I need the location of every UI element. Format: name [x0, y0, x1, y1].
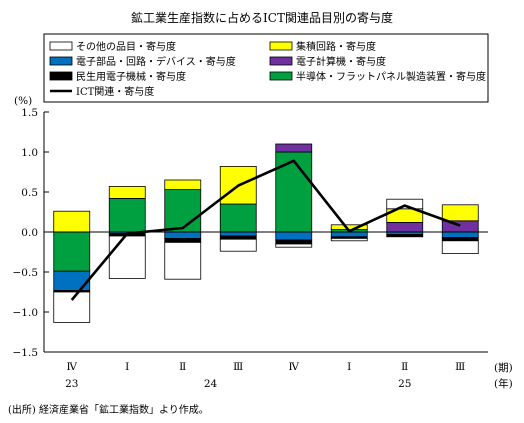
- legend-entry: 集積回路・寄与度: [296, 40, 376, 53]
- bar-segment-s5-c6: [386, 198, 424, 210]
- bar-segment-s4-c7: [441, 237, 479, 242]
- bar-segment-s3-c0: [53, 270, 91, 291]
- x-year-label: 25: [398, 378, 411, 390]
- ict-line: [70, 159, 461, 301]
- bar-segment-s2-c7: [441, 204, 479, 222]
- x-axis: Ⅳ Ⅰ Ⅱ Ⅲ Ⅳ Ⅰ Ⅱ Ⅲ 23 24 25: [44, 351, 488, 390]
- y-tick-label: −1.0: [13, 307, 39, 319]
- legend-swatch: [269, 71, 293, 81]
- bar-segment-s1-c6: [386, 221, 424, 233]
- x-tick-label: Ⅲ: [455, 361, 465, 373]
- bar-segment-s3-c5: [330, 231, 368, 238]
- y-tick-label: 0.0: [21, 227, 38, 239]
- bar-segment-s1-c4: [275, 143, 313, 153]
- bar-segment-s0-c4: [275, 151, 313, 233]
- y-axis: −1.5 −1.0 −0.5 0.0 0.5 1.0 1.5: [13, 107, 49, 359]
- bar-segment-s1-c7: [441, 220, 479, 233]
- bar-segment-s5-c2: [164, 241, 202, 280]
- legend-entry: 民生用電子機械・寄与度: [76, 70, 186, 83]
- plot-area: [44, 143, 488, 323]
- bar-segment-s2-c0: [53, 210, 91, 233]
- bar-segment-s0-c0: [53, 231, 91, 272]
- x-year-label: 23: [65, 378, 78, 390]
- bar-segment-s3-c7: [441, 231, 479, 238]
- y-tick-label: −1.5: [13, 347, 39, 359]
- bar-segment-s4-c6: [386, 233, 424, 238]
- bar-segment-s5-c7: [441, 240, 479, 255]
- x-axis-year-label: (年): [494, 377, 513, 390]
- legend-swatch: [269, 56, 293, 66]
- x-tick-label: Ⅳ: [67, 361, 78, 373]
- y-tick-label: −0.5: [13, 267, 39, 279]
- legend-entry: その他の品目・寄与度: [76, 40, 176, 53]
- y-tick-label: 1.5: [21, 107, 38, 119]
- bar-segment-s2-c1: [108, 185, 146, 199]
- bar-segment-s4-c3: [219, 235, 257, 240]
- legend-entry: ICT関連・寄与度: [76, 85, 154, 98]
- y-tick-label: 1.0: [21, 147, 38, 159]
- legend-frame: [43, 33, 489, 103]
- bar-segment-s4-c2: [164, 237, 202, 243]
- bar-segment-s5-c5: [330, 237, 368, 242]
- legend-entry: 電子部品・回路・デバイス・寄与度: [76, 55, 236, 68]
- legend-swatch: [49, 56, 73, 66]
- x-axis-period-label: (期): [494, 362, 513, 374]
- y-tick-label: 0.5: [21, 187, 38, 199]
- bar-segment-s3-c4: [275, 231, 313, 241]
- legend-swatch: [49, 71, 73, 81]
- bar-segment-s4-c4: [275, 239, 313, 245]
- bar-segment-s3-c2: [164, 231, 202, 239]
- x-tick-label: Ⅰ: [347, 361, 351, 373]
- bar-segment-s0-c3: [219, 203, 257, 233]
- chart-title: 鉱工業生産指数に占めるICT関連品目別の寄与度: [131, 10, 393, 25]
- legend-swatch: [49, 41, 73, 51]
- bar-segment-s3-c3: [219, 231, 257, 237]
- x-tick-label: Ⅲ: [233, 361, 243, 373]
- x-year-label: 24: [204, 378, 218, 390]
- bar-segment-s0-c1: [108, 197, 146, 233]
- x-tick-label: Ⅳ: [289, 361, 300, 373]
- legend-swatch: [269, 41, 293, 51]
- x-tick-label: Ⅱ: [179, 361, 186, 373]
- legend-entry: 半導体・フラットパネル製造装置・寄与度: [296, 70, 486, 83]
- y-axis-label: (%): [14, 95, 32, 107]
- bar-segment-s5-c3: [219, 238, 257, 252]
- x-tick-label: Ⅱ: [401, 361, 408, 373]
- bar-segment-s5-c4: [275, 243, 313, 248]
- legend-entry: 電子計算機・寄与度: [296, 55, 386, 68]
- bar-segment-s0-c2: [164, 189, 202, 233]
- x-tick-label: Ⅰ: [125, 361, 129, 373]
- bar-segment-s2-c2: [164, 179, 202, 190]
- source-note: (出所) 経済産業省「鉱工業指数」より作成。: [8, 403, 209, 416]
- bar-segment-s5-c0: [53, 291, 91, 323]
- bar-segment-s5-c1: [108, 235, 146, 279]
